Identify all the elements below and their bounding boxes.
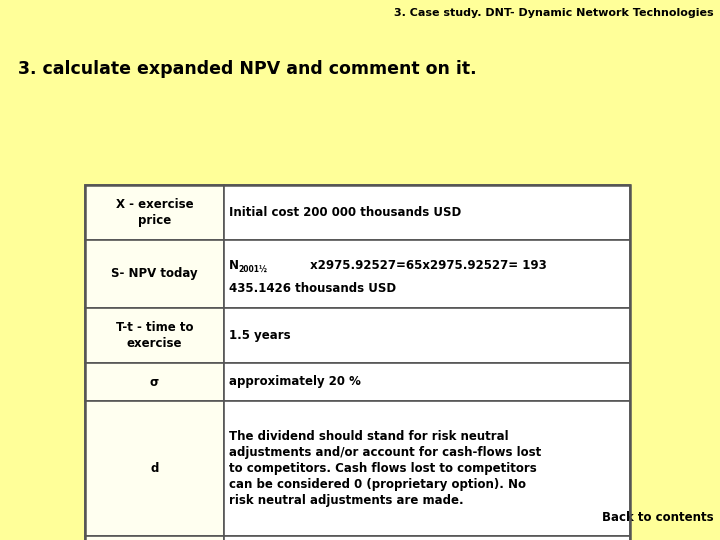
Text: approximately 20 %: approximately 20 % <box>229 375 361 388</box>
Text: Initial cost 200 000 thousands USD: Initial cost 200 000 thousands USD <box>229 206 462 219</box>
Text: T-t - time to
exercise: T-t - time to exercise <box>116 321 193 350</box>
Text: x2975.92527=65x2975.92527= 193: x2975.92527=65x2975.92527= 193 <box>273 259 546 272</box>
Bar <box>85 536 224 540</box>
Text: N: N <box>229 259 239 272</box>
Bar <box>85 401 224 536</box>
Bar <box>85 363 224 401</box>
Text: 3. calculate expanded NPV and comment on it.: 3. calculate expanded NPV and comment on… <box>18 60 477 78</box>
Text: 435.1426 thousands USD: 435.1426 thousands USD <box>229 282 396 295</box>
Bar <box>224 536 630 540</box>
Text: The dividend should stand for risk neutral
adjustments and/or account for cash-f: The dividend should stand for risk neutr… <box>229 430 541 507</box>
Bar <box>224 401 630 536</box>
Bar <box>85 185 630 540</box>
Bar <box>224 363 630 401</box>
Text: 3. Case study. DNT- Dynamic Network Technologies: 3. Case study. DNT- Dynamic Network Tech… <box>395 8 714 18</box>
Bar <box>224 308 630 363</box>
Text: d: d <box>150 462 158 475</box>
Text: Back to contents: Back to contents <box>603 511 714 524</box>
Bar <box>224 240 630 308</box>
Text: S- NPV today: S- NPV today <box>111 267 198 280</box>
Text: 2001½: 2001½ <box>238 265 267 274</box>
Bar <box>85 185 224 240</box>
Text: X - exercise
price: X - exercise price <box>116 198 193 227</box>
Bar <box>85 308 224 363</box>
Bar <box>85 240 224 308</box>
Bar <box>224 185 630 240</box>
Text: σ: σ <box>150 375 159 388</box>
Text: 1.5 years: 1.5 years <box>229 329 291 342</box>
